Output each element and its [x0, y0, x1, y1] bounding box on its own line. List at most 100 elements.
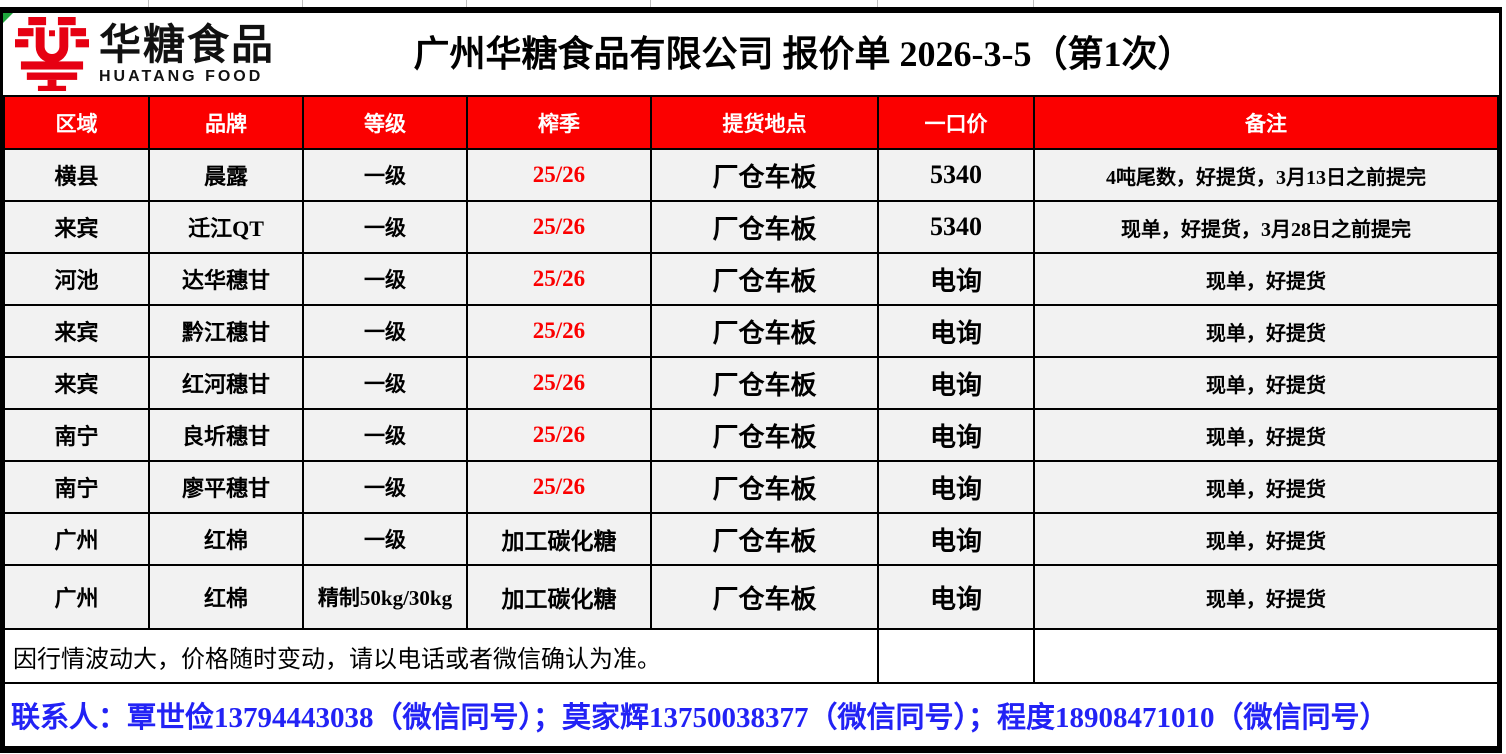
cell-note: 4吨尾数，好提货，3月13日之前提完 — [1033, 148, 1499, 202]
cell-price: 电询 — [877, 252, 1035, 306]
cell-brand: 良圻穗甘 — [148, 408, 304, 462]
cell-region: 广州 — [3, 564, 150, 630]
cell-price: 5340 — [877, 200, 1035, 254]
cell-brand: 廖平穗甘 — [148, 460, 304, 514]
table-row: 横县 晨露 一级 25/26 厂仓车板 5340 4吨尾数，好提货，3月13日之前提完 — [3, 148, 1499, 202]
cell-region: 南宁 — [3, 460, 150, 514]
cell-grade: 一级 — [302, 408, 468, 462]
cell-note: 现单，好提货 — [1033, 252, 1499, 306]
cell-grade: 一级 — [302, 304, 468, 358]
disclaimer-text: 因行情波动大，价格随时变动，请以电话或者微信确认为准。 — [3, 628, 879, 684]
cell-pickup: 厂仓车板 — [650, 512, 879, 566]
cell-pickup: 厂仓车板 — [650, 252, 879, 306]
column-header: 备注 — [1033, 95, 1499, 150]
cell-season: 加工碳化糖 — [466, 512, 652, 566]
cell-note: 现单，好提货 — [1033, 304, 1499, 358]
empty-cell — [1033, 628, 1499, 684]
cell-season: 25/26 — [466, 148, 652, 202]
cell-grade: 精制50kg/30kg — [302, 564, 468, 630]
table-row: 南宁 良圻穗甘 一级 25/26 厂仓车板 电询 现单，好提货 — [3, 408, 1499, 462]
cell-grade: 一级 — [302, 148, 468, 202]
contact-line: 联系人：覃世俭13794443038（微信同号）；莫家辉13750038377（… — [3, 682, 1499, 748]
cell-season: 25/26 — [466, 408, 652, 462]
gridline — [877, 0, 878, 7]
cell-brand: 红棉 — [148, 564, 304, 630]
contact-row: 联系人：覃世俭13794443038（微信同号）；莫家辉13750038377（… — [3, 682, 1499, 748]
cell-price: 电询 — [877, 564, 1035, 630]
cell-brand: 红河穗甘 — [148, 356, 304, 410]
cell-price: 电询 — [877, 304, 1035, 358]
cell-region: 来宾 — [3, 304, 150, 358]
cell-pickup: 厂仓车板 — [650, 356, 879, 410]
cell-grade: 一级 — [302, 356, 468, 410]
cell-price: 电询 — [877, 512, 1035, 566]
cell-note: 现单，好提货 — [1033, 564, 1499, 630]
logo-name-en: HUATANG FOOD — [99, 67, 264, 85]
cell-region: 南宁 — [3, 408, 150, 462]
huatang-logo: 华糖食品 HUATANG FOOD — [15, 17, 275, 91]
cell-season: 25/26 — [466, 252, 652, 306]
page-title: 广州华糖食品有限公司 报价单 2026-3-5（第1次） — [413, 34, 1194, 74]
cell-note: 现单，好提货 — [1033, 408, 1499, 462]
cell-season: 25/26 — [466, 200, 652, 254]
gridline — [302, 0, 303, 7]
column-header: 等级 — [302, 95, 468, 150]
table-row: 广州 红棉 一级 加工碳化糖 厂仓车板 电询 现单，好提货 — [3, 512, 1499, 566]
cell-pickup: 厂仓车板 — [650, 200, 879, 254]
quotation-table: 区域 品牌 等级 榨季 提货地点 一口价 备注 横县 晨露 一级 25/26 厂仓车板 5340 4吨尾… — [3, 95, 1499, 748]
cell-grade: 一级 — [302, 460, 468, 514]
cell-pickup: 厂仓车板 — [650, 460, 879, 514]
cell-note: 现单，好提货 — [1033, 512, 1499, 566]
cell-brand: 黔江穗甘 — [148, 304, 304, 358]
huatang-logo-text: 华糖食品 HUATANG FOOD — [99, 22, 275, 85]
disclaimer-row: 因行情波动大，价格随时变动，请以电话或者微信确认为准。 — [3, 628, 1499, 684]
cell-region: 横县 — [3, 148, 150, 202]
empty-cell — [877, 628, 1035, 684]
quotation-sheet: 华糖食品 HUATANG FOOD 广州华糖食品有限公司 报价单 2026-3-… — [0, 7, 1502, 753]
column-header: 区域 — [3, 95, 150, 150]
column-header: 提货地点 — [650, 95, 879, 150]
column-header: 品牌 — [148, 95, 304, 150]
cell-note: 现单，好提货 — [1033, 460, 1499, 514]
table-header-row: 区域 品牌 等级 榨季 提货地点 一口价 备注 — [3, 95, 1499, 150]
column-header: 榨季 — [466, 95, 652, 150]
gridline — [650, 0, 651, 7]
gridline — [1033, 0, 1034, 7]
table-row: 来宾 迁江QT 一级 25/26 厂仓车板 5340 现单，好提货，3月28日之前提完 — [3, 200, 1499, 254]
cell-grade: 一级 — [302, 200, 468, 254]
cell-region: 来宾 — [3, 200, 150, 254]
spreadsheet-gridline-strip — [0, 0, 1506, 7]
cell-price: 5340 — [877, 148, 1035, 202]
cell-grade: 一级 — [302, 512, 468, 566]
cell-season: 加工碳化糖 — [466, 564, 652, 630]
cell-pickup: 厂仓车板 — [650, 304, 879, 358]
table-row: 河池 达华穗甘 一级 25/26 厂仓车板 电询 现单，好提货 — [3, 252, 1499, 306]
cell-brand: 迁江QT — [148, 200, 304, 254]
cell-brand: 红棉 — [148, 512, 304, 566]
logo-name-cn: 华糖食品 — [99, 21, 276, 69]
cell-season: 25/26 — [466, 304, 652, 358]
cell-price: 电询 — [877, 408, 1035, 462]
table-row: 广州 红棉 精制50kg/30kg 加工碳化糖 厂仓车板 电询 现单，好提货 — [3, 564, 1499, 630]
cell-price: 电询 — [877, 356, 1035, 410]
cell-price: 电询 — [877, 460, 1035, 514]
table-row: 来宾 红河穗甘 一级 25/26 厂仓车板 电询 现单，好提货 — [3, 356, 1499, 410]
column-header: 一口价 — [877, 95, 1035, 150]
title-band: 华糖食品 HUATANG FOOD 广州华糖食品有限公司 报价单 2026-3-… — [3, 13, 1499, 95]
cell-pickup: 厂仓车板 — [650, 408, 879, 462]
gridline — [148, 0, 149, 7]
huatang-logo-icon — [15, 17, 89, 91]
table-row: 来宾 黔江穗甘 一级 25/26 厂仓车板 电询 现单，好提货 — [3, 304, 1499, 358]
cell-note: 现单，好提货，3月28日之前提完 — [1033, 200, 1499, 254]
cell-season: 25/26 — [466, 460, 652, 514]
cell-pickup: 厂仓车板 — [650, 564, 879, 630]
cell-note: 现单，好提货 — [1033, 356, 1499, 410]
cell-brand: 达华穗甘 — [148, 252, 304, 306]
gridline — [466, 0, 467, 7]
cell-region: 广州 — [3, 512, 150, 566]
green-corner-marker-icon — [3, 13, 13, 23]
cell-season: 25/26 — [466, 356, 652, 410]
table-row: 南宁 廖平穗甘 一级 25/26 厂仓车板 电询 现单，好提货 — [3, 460, 1499, 514]
cell-brand: 晨露 — [148, 148, 304, 202]
cell-pickup: 厂仓车板 — [650, 148, 879, 202]
